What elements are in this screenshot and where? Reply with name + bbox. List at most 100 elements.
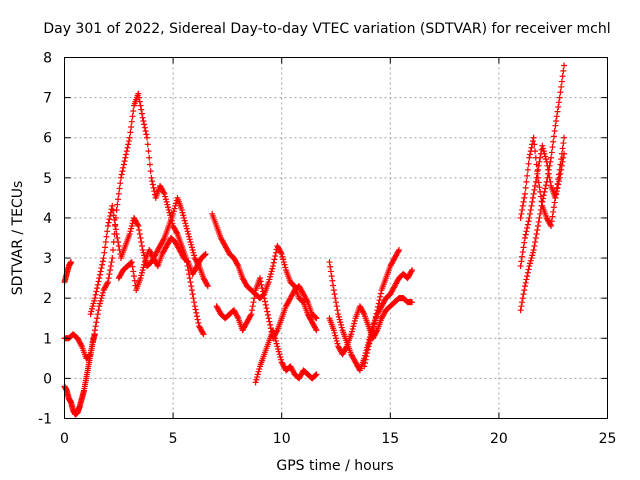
- data-point: [186, 236, 193, 243]
- data-point: [135, 222, 142, 229]
- data-point: [523, 178, 530, 185]
- data-point: [351, 320, 358, 327]
- data-point: [559, 73, 566, 80]
- data-point: [548, 154, 555, 161]
- data-point: [180, 212, 187, 219]
- data-point: [131, 273, 138, 280]
- data-point: [271, 332, 278, 339]
- data-point: [518, 258, 525, 265]
- data-point: [312, 325, 319, 332]
- data-point: [163, 198, 170, 205]
- data-point: [130, 107, 137, 114]
- data-point: [527, 151, 534, 158]
- data-point: [280, 256, 287, 263]
- data-point: [114, 235, 121, 241]
- data-point: [547, 178, 554, 185]
- series-track-e: [115, 235, 209, 294]
- data-point: [186, 233, 193, 240]
- data-point: [145, 148, 152, 155]
- y-tick-label: 6: [43, 131, 52, 147]
- data-point: [191, 303, 198, 310]
- data-point: [127, 228, 134, 235]
- data-point: [558, 83, 565, 90]
- data-point: [261, 295, 268, 302]
- data-point: [256, 366, 263, 373]
- data-point: [234, 313, 241, 320]
- data-point: [408, 268, 415, 275]
- data-point: [370, 323, 377, 330]
- data-point: [119, 168, 126, 175]
- data-point: [115, 196, 122, 203]
- y-tick-label: -1: [38, 412, 52, 428]
- data-point: [549, 213, 556, 220]
- data-point: [193, 309, 200, 316]
- series-track-j: [326, 295, 416, 358]
- data-point: [188, 244, 195, 251]
- data-point: [326, 259, 333, 266]
- data-point: [328, 273, 335, 280]
- data-point: [272, 249, 279, 256]
- data-point: [99, 261, 106, 268]
- data-point: [125, 141, 132, 148]
- data-point: [112, 226, 119, 233]
- data-point: [333, 303, 340, 310]
- data-point: [374, 307, 381, 314]
- data-point: [170, 208, 177, 215]
- data-point: [277, 353, 284, 360]
- data-point: [194, 316, 201, 323]
- data-point: [518, 303, 525, 310]
- data-point: [276, 351, 283, 358]
- data-point: [330, 282, 337, 289]
- data-point: [99, 289, 106, 296]
- data-point: [333, 337, 340, 344]
- data-point: [553, 113, 560, 120]
- data-point: [521, 287, 528, 294]
- data-point: [312, 372, 319, 379]
- data-point: [204, 283, 211, 290]
- data-point: [87, 351, 94, 358]
- data-point: [90, 335, 97, 342]
- data-point: [127, 129, 134, 136]
- data-point: [544, 162, 551, 169]
- data-point: [262, 301, 269, 308]
- data-point: [558, 156, 565, 163]
- data-point: [94, 281, 101, 288]
- data-point: [360, 309, 367, 316]
- data-point: [192, 306, 199, 313]
- data-point: [520, 198, 527, 205]
- data-point: [533, 230, 540, 237]
- data-point: [112, 221, 119, 228]
- data-point: [114, 201, 121, 208]
- y-tick-label: 5: [43, 171, 52, 187]
- data-point: [89, 343, 96, 350]
- data-point: [395, 248, 402, 255]
- data-point: [113, 230, 120, 237]
- data-point: [533, 161, 540, 168]
- data-point: [553, 190, 560, 197]
- data-point: [256, 275, 263, 282]
- data-point: [91, 297, 98, 304]
- data-point: [558, 150, 565, 157]
- data-point: [545, 170, 552, 177]
- data-point: [537, 193, 544, 200]
- data-point: [195, 319, 202, 326]
- data-point: [269, 265, 276, 272]
- data-point: [337, 319, 344, 326]
- data-point: [313, 371, 320, 378]
- data-point: [107, 267, 114, 274]
- series-track-c: [61, 90, 207, 362]
- data-point: [550, 133, 557, 140]
- data-point: [91, 331, 98, 338]
- data-point: [104, 222, 111, 229]
- data-point: [517, 263, 524, 270]
- data-point: [528, 255, 535, 262]
- data-point: [130, 268, 137, 275]
- data-point: [270, 329, 277, 336]
- data-point: [78, 341, 85, 348]
- data-point: [138, 272, 145, 279]
- data-point: [251, 291, 258, 298]
- data-point: [537, 210, 544, 217]
- data-point: [129, 263, 136, 270]
- data-point: [186, 275, 193, 282]
- data-point: [519, 253, 526, 260]
